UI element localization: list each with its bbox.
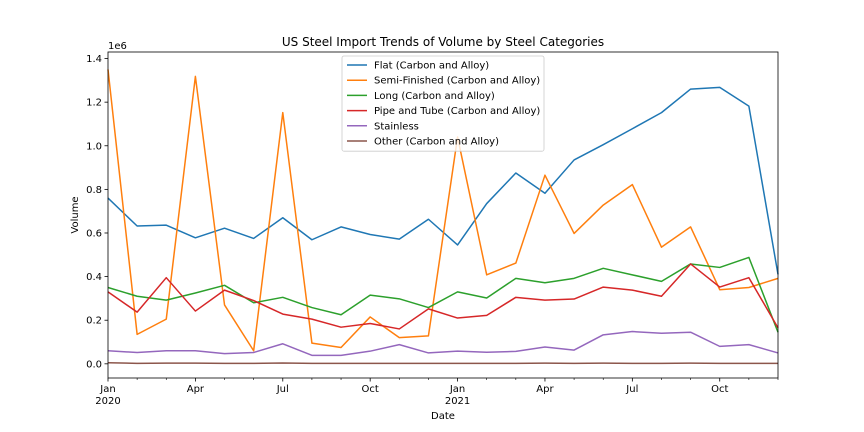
y-tick-label: 1.2 [86,98,102,109]
chart-title: US Steel Import Trends of Volume by Stee… [282,35,604,49]
legend-entry-4: Stainless [374,121,419,132]
y-tick-label: 0.0 [86,359,102,370]
series-line-1 [107,69,779,352]
legend-entry-2: Long (Carbon and Alloy) [374,91,495,102]
series-layer [107,69,779,365]
series-line-4 [107,330,779,357]
x-tick-label: Oct [362,384,379,395]
x-tick-label: Apr [187,384,205,395]
legend-entry-5: Other (Carbon and Alloy) [374,137,499,148]
series-line-2 [107,256,779,333]
y-axis-offset-text: 1e6 [108,41,127,52]
y-tick-label: 1.0 [86,141,102,152]
x-tick-year-label: 2021 [445,396,470,407]
y-tick-label: 1.4 [86,54,102,65]
plot-frame [107,51,779,379]
y-axis-label: Volume [70,196,81,233]
series-line-5 [107,361,778,365]
x-axis-label: Date [431,411,455,422]
y-tick-label: 0.4 [86,272,102,283]
legend: Flat (Carbon and Alloy) Semi-Finished (Ca… [341,55,545,152]
legend-box [341,55,545,152]
x-tick-label: Jul [625,384,638,395]
legend-entry-3: Pipe and Tube (Carbon and Alloy) [374,106,540,117]
y-axis-ticks: 0.0 0.2 0.4 0.6 0.8 1.0 1.2 1.4 [86,54,108,370]
x-tick-label: Apr [536,384,554,395]
legend-entry-0: Flat (Carbon and Alloy) [374,61,489,72]
x-tick-label: Oct [711,384,728,395]
y-tick-label: 0.6 [86,228,102,239]
y-tick-label: 0.2 [86,316,102,327]
x-tick-label: Jan [449,384,465,395]
y-tick-label: 0.8 [86,185,102,196]
series-line-3 [107,263,779,330]
x-tick-label: Jul [276,384,289,395]
x-tick-label: Jan [99,384,115,395]
x-tick-year-label: 2020 [95,396,120,407]
legend-entry-1: Semi-Finished (Carbon and Alloy) [374,76,540,87]
